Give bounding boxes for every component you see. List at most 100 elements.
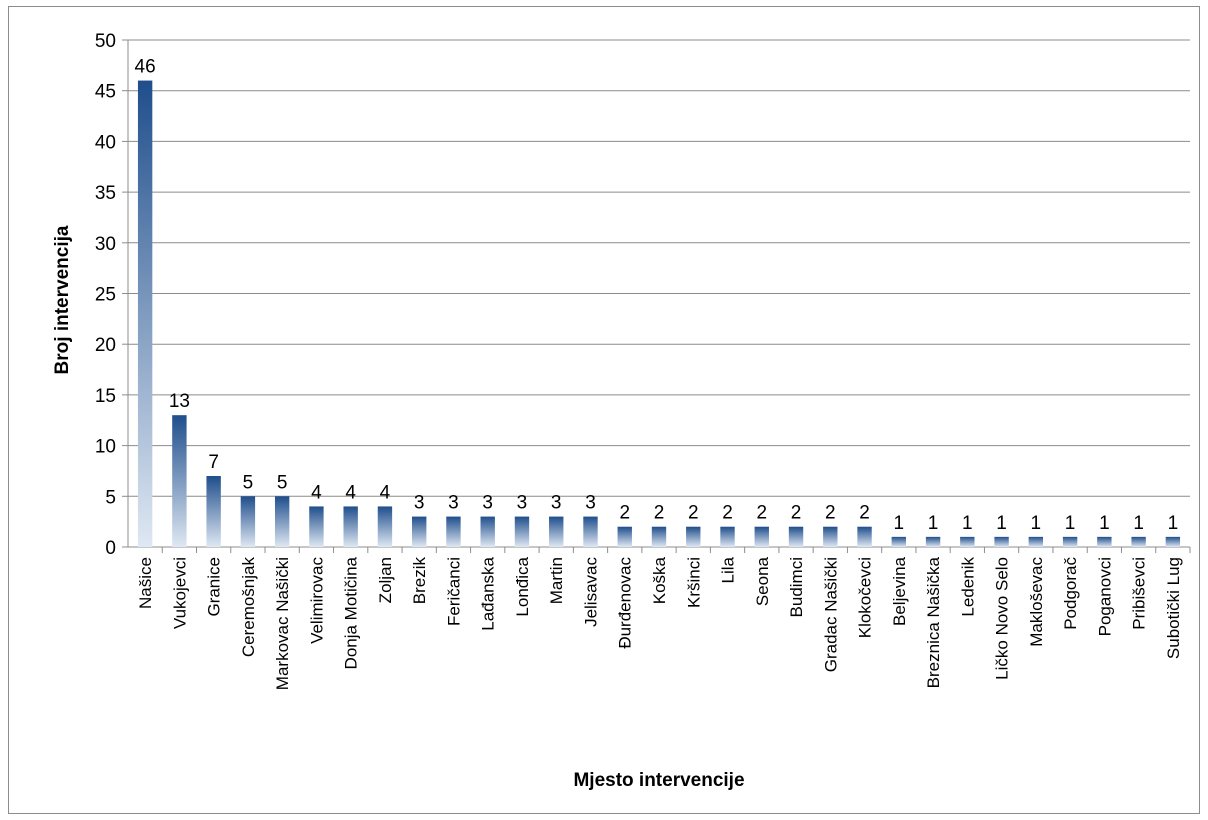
data-label: 4 (380, 482, 391, 503)
data-label: 2 (722, 503, 733, 524)
x-tick-label: Kršinci (684, 557, 703, 608)
data-label: 2 (791, 503, 802, 524)
bar (172, 415, 187, 547)
bar (1062, 536, 1078, 547)
x-tick-label: Velimirovac (307, 557, 326, 644)
bar (686, 526, 701, 547)
bar (754, 526, 769, 547)
x-tick-label: Granice (205, 557, 224, 617)
data-label: 2 (619, 503, 630, 524)
x-tick-label: Markovac Našički (273, 557, 292, 690)
data-label: 2 (859, 503, 870, 524)
y-tick-label: 0 (105, 538, 116, 559)
y-tick-label: 15 (95, 386, 116, 407)
x-tick-label: Lonđica (513, 556, 532, 616)
y-axis-title: Broj intervencija (52, 225, 73, 374)
data-label: 2 (825, 503, 836, 524)
x-tick-label: Martin (547, 557, 566, 604)
data-label: 1 (996, 513, 1007, 534)
x-tick-label: Ličko Novo Selo (993, 557, 1012, 680)
data-label: 1 (1031, 513, 1042, 534)
x-tick-label: Makloševac (1027, 557, 1046, 647)
bar (617, 526, 632, 547)
y-tick-label: 25 (95, 285, 116, 306)
x-tick-label: Ledenik (958, 557, 977, 617)
data-label: 7 (208, 452, 219, 473)
x-tick-label: Podgorač (1061, 557, 1080, 630)
x-tick-label: Subotički Lug (1164, 557, 1183, 659)
bar (206, 476, 221, 547)
data-label: 5 (243, 472, 254, 493)
bar (823, 526, 838, 547)
bar (583, 516, 598, 547)
x-tick-label: Našice (136, 557, 155, 609)
bar (549, 516, 564, 547)
x-tick-label: Poganovci (1095, 557, 1114, 636)
data-labels: 46 13 7 5 5 4 4 4 3 3 3 3 3 3 2 2 2 2 2 2 2 2 1 1 1 1 1 1 1 1 1 (135, 57, 1179, 534)
bar (377, 506, 393, 547)
bar (857, 526, 872, 547)
x-tick-label: Beljevina (890, 556, 909, 626)
bar (651, 526, 667, 547)
bar (788, 526, 804, 547)
x-tick-label: Donja Motičina (342, 556, 361, 669)
bars (137, 80, 1181, 547)
data-label: 4 (311, 482, 322, 503)
y-tick-label: 30 (95, 234, 116, 255)
data-label: 2 (756, 503, 767, 524)
x-tick-label: Lađanska (479, 556, 498, 630)
x-axis-title: Mjesto intervencije (573, 770, 744, 791)
bar (1131, 536, 1146, 547)
bar (446, 516, 461, 547)
data-label: 2 (654, 503, 665, 524)
bar (411, 516, 427, 547)
data-label: 3 (551, 493, 562, 514)
y-tick-label: 10 (95, 437, 116, 458)
x-tick-labels: Našice Vukojevci Granice Ceremošnjak Markova… (136, 556, 1183, 690)
x-tick-label: Koška (650, 556, 669, 604)
bar (343, 506, 358, 547)
data-label: 3 (517, 493, 528, 514)
bar (925, 536, 941, 547)
gridlines (122, 39, 1190, 548)
data-label: 46 (135, 57, 156, 78)
y-tick-label: 40 (95, 132, 116, 153)
x-tick-label: Feričanci (444, 557, 463, 626)
x-tick-label: Brezik (410, 557, 429, 605)
bar (514, 516, 530, 547)
data-label: 13 (169, 391, 190, 412)
bar (1097, 536, 1112, 547)
bar (240, 496, 256, 547)
y-tick-label: 45 (95, 82, 116, 103)
bar (720, 526, 735, 547)
data-label: 3 (414, 493, 425, 514)
y-tick-label: 35 (95, 183, 116, 204)
y-tick-labels: 0 5 10 15 20 25 30 35 40 45 50 (95, 31, 116, 559)
bar (309, 506, 324, 547)
bar (994, 536, 1009, 547)
data-label: 1 (1168, 513, 1179, 534)
bar (137, 80, 153, 547)
x-tick-label: Seona (753, 556, 772, 606)
bar (1028, 536, 1044, 547)
data-label: 3 (482, 493, 493, 514)
y-tick-label: 50 (95, 31, 116, 52)
chart-area (8, 6, 1200, 814)
bar (274, 496, 290, 547)
bar (891, 536, 907, 547)
data-label: 1 (1099, 513, 1110, 534)
y-tick-label: 5 (105, 487, 116, 508)
data-label: 1 (962, 513, 973, 534)
data-label: 1 (928, 513, 939, 534)
x-tick-label: Zoljan (376, 557, 395, 603)
x-tick-label: Gradac Našički (821, 557, 840, 672)
data-label: 1 (1133, 513, 1144, 534)
bar (1165, 536, 1181, 547)
bar (480, 516, 495, 547)
data-label: 3 (448, 493, 459, 514)
x-tick-label: Vukojevci (170, 557, 189, 629)
data-label: 2 (688, 503, 699, 524)
x-tick-label: Breznica Našička (924, 556, 943, 688)
data-label: 4 (345, 482, 356, 503)
x-tick-label: Jelisavac (581, 557, 600, 627)
